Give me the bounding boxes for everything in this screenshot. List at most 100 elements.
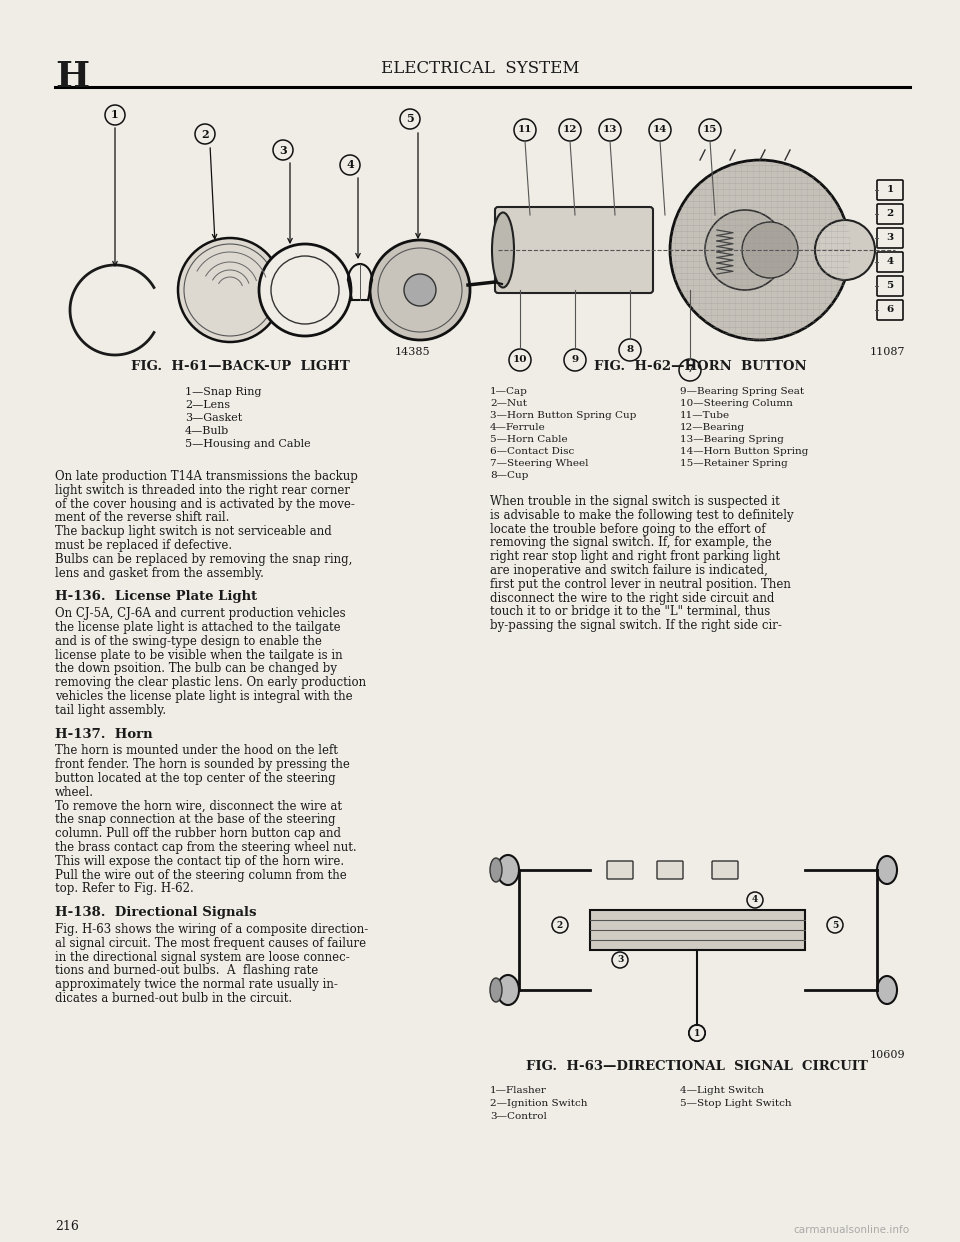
Text: 1—Cap: 1—Cap [490,388,528,396]
FancyBboxPatch shape [590,910,805,950]
Text: 12—Bearing: 12—Bearing [680,424,745,432]
Text: removing the signal switch. If, for example, the: removing the signal switch. If, for exam… [490,537,772,549]
Text: 3—Control: 3—Control [490,1112,547,1122]
Text: H-136.  License Plate Light: H-136. License Plate Light [55,590,257,604]
Circle shape [679,359,701,381]
Circle shape [514,119,536,142]
Text: 6—Contact Disc: 6—Contact Disc [490,447,574,456]
Circle shape [195,124,215,144]
Text: the brass contact cap from the steering wheel nut.: the brass contact cap from the steering … [55,841,356,854]
Text: On late production T14A transmissions the backup: On late production T14A transmissions th… [55,469,358,483]
Text: al signal circuit. The most frequent causes of failure: al signal circuit. The most frequent cau… [55,936,366,950]
FancyBboxPatch shape [495,207,653,293]
Ellipse shape [497,854,519,886]
Text: removing the clear plastic lens. On early production: removing the clear plastic lens. On earl… [55,676,366,689]
Text: 6: 6 [886,306,894,314]
Text: 13: 13 [603,125,617,134]
Text: On CJ-5A, CJ-6A and current production vehicles: On CJ-5A, CJ-6A and current production v… [55,607,346,620]
Text: license plate to be visible when the tailgate is in: license plate to be visible when the tai… [55,648,343,662]
Text: 5: 5 [832,920,838,929]
FancyBboxPatch shape [657,861,683,879]
Text: 5: 5 [886,282,894,291]
FancyBboxPatch shape [877,229,903,248]
Text: carmanualsonline.info: carmanualsonline.info [794,1225,910,1235]
FancyBboxPatch shape [877,204,903,224]
Text: When trouble in the signal switch is suspected it: When trouble in the signal switch is sus… [490,496,780,508]
Text: 1: 1 [111,109,119,120]
Text: touch it to or bridge it to the "L" terminal, thus: touch it to or bridge it to the "L" term… [490,605,770,619]
Text: 3: 3 [279,144,287,155]
Text: 4—Light Switch: 4—Light Switch [680,1086,764,1095]
FancyBboxPatch shape [877,252,903,272]
Text: 1: 1 [694,1028,700,1037]
Text: must be replaced if defective.: must be replaced if defective. [55,539,232,551]
Text: vehicles the license plate light is integral with the: vehicles the license plate light is inte… [55,691,352,703]
Text: Pull the wire out of the steering column from the: Pull the wire out of the steering column… [55,868,347,882]
Text: 4: 4 [886,257,894,267]
Ellipse shape [497,975,519,1005]
Text: 11: 11 [517,125,532,134]
Circle shape [599,119,621,142]
Circle shape [271,256,339,324]
Text: are inoperative and switch failure is indicated,: are inoperative and switch failure is in… [490,564,768,578]
Text: of the cover housing and is activated by the move-: of the cover housing and is activated by… [55,498,355,510]
Text: 8—Cup: 8—Cup [490,471,528,479]
Circle shape [509,349,531,371]
Text: 15: 15 [703,125,717,134]
Ellipse shape [877,976,897,1004]
Text: front fender. The horn is sounded by pressing the: front fender. The horn is sounded by pre… [55,758,349,771]
Text: wheel.: wheel. [55,786,94,799]
Ellipse shape [490,858,502,882]
Text: in the directional signal system are loose connec-: in the directional signal system are loo… [55,950,349,964]
Text: by-passing the signal switch. If the right side cir-: by-passing the signal switch. If the rig… [490,620,781,632]
Text: the license plate light is attached to the tailgate: the license plate light is attached to t… [55,621,341,633]
Text: 1: 1 [886,185,894,195]
Text: H-137.  Horn: H-137. Horn [55,728,153,740]
Text: H: H [55,60,89,94]
Text: approximately twice the normal rate usually in-: approximately twice the normal rate usua… [55,979,338,991]
Text: 13—Bearing Spring: 13—Bearing Spring [680,435,784,443]
Text: locate the trouble before going to the effort of: locate the trouble before going to the e… [490,523,766,535]
FancyBboxPatch shape [877,276,903,296]
Text: dicates a burned-out bulb in the circuit.: dicates a burned-out bulb in the circuit… [55,992,292,1005]
Text: 11087: 11087 [870,347,905,356]
Text: 3: 3 [886,233,894,242]
Text: 4: 4 [347,159,354,170]
Text: H-138.  Directional Signals: H-138. Directional Signals [55,907,256,919]
Ellipse shape [877,856,897,884]
Text: 7—Steering Wheel: 7—Steering Wheel [490,460,588,468]
Circle shape [370,240,470,340]
Text: disconnect the wire to the right side circuit and: disconnect the wire to the right side ci… [490,591,775,605]
Text: 8: 8 [627,345,634,354]
Text: 5—Stop Light Switch: 5—Stop Light Switch [680,1099,792,1108]
Circle shape [564,349,586,371]
Circle shape [689,1025,705,1041]
Circle shape [815,220,875,279]
Circle shape [552,917,568,933]
FancyBboxPatch shape [712,861,738,879]
Text: top. Refer to Fig. H-62.: top. Refer to Fig. H-62. [55,882,194,895]
Circle shape [827,917,843,933]
Circle shape [404,274,436,306]
Text: tions and burned-out bulbs.  A  flashing rate: tions and burned-out bulbs. A flashing r… [55,964,319,977]
Circle shape [670,160,850,340]
Text: Fig. H-63 shows the wiring of a composite direction-: Fig. H-63 shows the wiring of a composit… [55,923,369,936]
Text: 2: 2 [202,128,209,139]
Text: 2—Lens: 2—Lens [185,400,230,410]
Text: column. Pull off the rubber horn button cap and: column. Pull off the rubber horn button … [55,827,341,840]
Text: tail light assembly.: tail light assembly. [55,704,166,717]
Circle shape [340,155,360,175]
Text: 10—Steering Column: 10—Steering Column [680,399,793,409]
Text: This will expose the contact tip of the horn wire.: This will expose the contact tip of the … [55,854,344,868]
Text: the snap connection at the base of the steering: the snap connection at the base of the s… [55,814,335,826]
Circle shape [178,238,282,342]
Text: 4: 4 [752,895,758,904]
Text: Bulbs can be replaced by removing the snap ring,: Bulbs can be replaced by removing the sn… [55,553,352,566]
Text: The backup light switch is not serviceable and: The backup light switch is not serviceab… [55,525,332,538]
Circle shape [259,243,351,337]
Text: 2: 2 [557,920,564,929]
Circle shape [619,339,641,361]
Text: 11—Tube: 11—Tube [680,411,731,420]
Text: lens and gasket from the assembly.: lens and gasket from the assembly. [55,566,264,580]
Ellipse shape [490,977,502,1002]
